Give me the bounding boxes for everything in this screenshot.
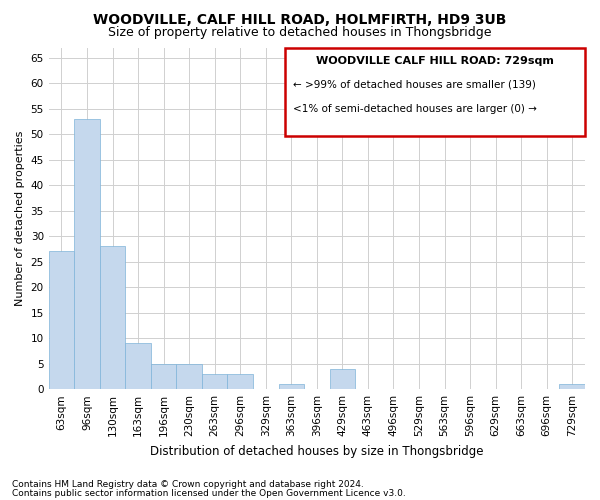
- Text: Contains public sector information licensed under the Open Government Licence v3: Contains public sector information licen…: [12, 490, 406, 498]
- FancyBboxPatch shape: [284, 48, 585, 136]
- Bar: [100, 246, 125, 389]
- Text: ← >99% of detached houses are smaller (139): ← >99% of detached houses are smaller (1…: [293, 80, 536, 90]
- Text: Size of property relative to detached houses in Thongsbridge: Size of property relative to detached ho…: [108, 26, 492, 39]
- Bar: [329, 369, 355, 389]
- Bar: [202, 374, 227, 389]
- Bar: [74, 119, 100, 389]
- Bar: [559, 384, 585, 389]
- Bar: [49, 252, 74, 389]
- Y-axis label: Number of detached properties: Number of detached properties: [15, 130, 25, 306]
- Bar: [278, 384, 304, 389]
- X-axis label: Distribution of detached houses by size in Thongsbridge: Distribution of detached houses by size …: [150, 444, 484, 458]
- Text: WOODVILLE CALF HILL ROAD: 729sqm: WOODVILLE CALF HILL ROAD: 729sqm: [316, 56, 554, 66]
- Bar: [151, 364, 176, 389]
- Bar: [227, 374, 253, 389]
- Bar: [125, 344, 151, 389]
- Text: WOODVILLE, CALF HILL ROAD, HOLMFIRTH, HD9 3UB: WOODVILLE, CALF HILL ROAD, HOLMFIRTH, HD…: [94, 12, 506, 26]
- Text: Contains HM Land Registry data © Crown copyright and database right 2024.: Contains HM Land Registry data © Crown c…: [12, 480, 364, 489]
- Bar: [176, 364, 202, 389]
- Text: <1% of semi-detached houses are larger (0) →: <1% of semi-detached houses are larger (…: [293, 104, 536, 114]
